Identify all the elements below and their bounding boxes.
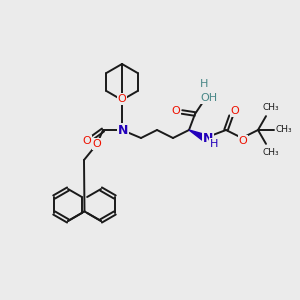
Text: H: H [200, 79, 208, 89]
Text: O: O [118, 94, 126, 104]
Text: CH₃: CH₃ [263, 103, 279, 112]
Text: O: O [172, 106, 180, 116]
Polygon shape [189, 130, 207, 141]
Text: N: N [203, 133, 213, 146]
Text: O: O [82, 136, 91, 146]
Text: CH₃: CH₃ [263, 148, 279, 157]
Text: O: O [238, 136, 247, 146]
Text: OH: OH [200, 93, 218, 103]
Text: N: N [118, 124, 128, 136]
Text: O: O [93, 139, 101, 149]
Text: CH₃: CH₃ [276, 125, 292, 134]
Text: O: O [231, 106, 239, 116]
Text: H: H [210, 139, 218, 149]
